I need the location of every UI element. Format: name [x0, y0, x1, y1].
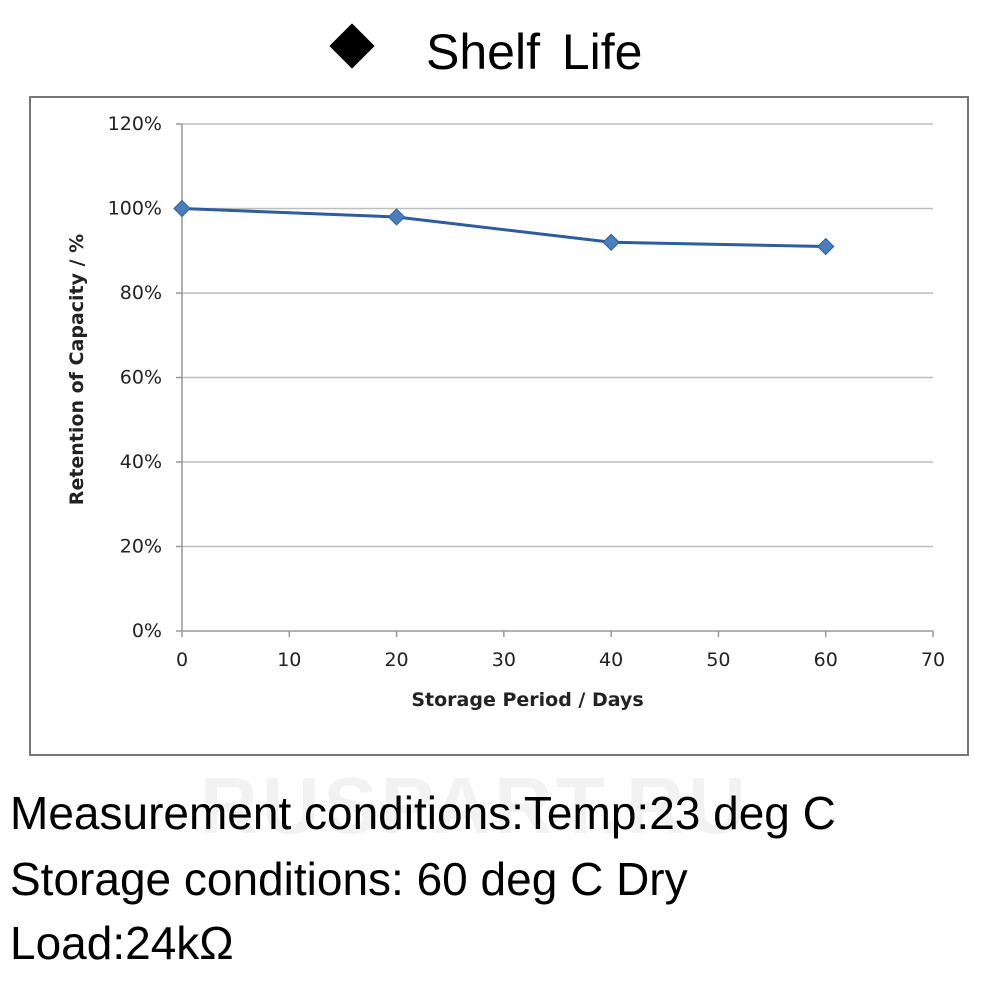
- storage-conditions: Storage conditions: 60 deg C Dry: [10, 853, 688, 905]
- x-tick-label: 20: [384, 649, 408, 671]
- y-axis-label: Retention of Capacity / %: [66, 234, 88, 505]
- heading-text: Shelf Life: [426, 24, 643, 80]
- chart-heading: Shelf Life: [0, 22, 1000, 82]
- x-tick-label: 10: [277, 649, 301, 671]
- data-point: [602, 233, 620, 252]
- chart-frame: 0% 20% 40% 60% 80% 100% 120% 0 10 20 30 40 50 60 70 Sto…: [29, 96, 969, 756]
- measurement-conditions: Measurement conditions:Temp:23 deg C: [10, 787, 836, 839]
- diamond-bullet-icon: [329, 23, 375, 69]
- x-tick-label: 50: [706, 649, 730, 671]
- data-point: [387, 208, 406, 226]
- y-tick-label: 20%: [120, 536, 162, 558]
- y-tick-label: 40%: [120, 451, 162, 473]
- x-tick-label: 40: [599, 649, 623, 671]
- y-tick-label: 120%: [108, 113, 162, 135]
- x-axis-label: Storage Period / Days: [411, 689, 643, 711]
- series-line: [181, 207, 826, 249]
- y-tick-label: 100%: [108, 198, 162, 220]
- line-chart: 0% 20% 40% 60% 80% 100% 120% 0 10 20 30 40 50 60 70 Sto…: [66, 113, 945, 711]
- load-condition: Load:24kΩ: [10, 917, 234, 969]
- x-tick-label: 30: [492, 649, 516, 671]
- x-tick-label: 60: [814, 649, 838, 671]
- y-tick-label: 0%: [132, 620, 162, 642]
- y-tick-label: 60%: [120, 367, 162, 389]
- x-tick-label: 0: [176, 649, 188, 671]
- data-point: [817, 237, 835, 256]
- watermark: RUSPART.RU: [200, 761, 750, 850]
- data-point: [173, 199, 191, 218]
- x-tick-label: 70: [921, 649, 945, 671]
- y-tick-label: 80%: [120, 282, 162, 304]
